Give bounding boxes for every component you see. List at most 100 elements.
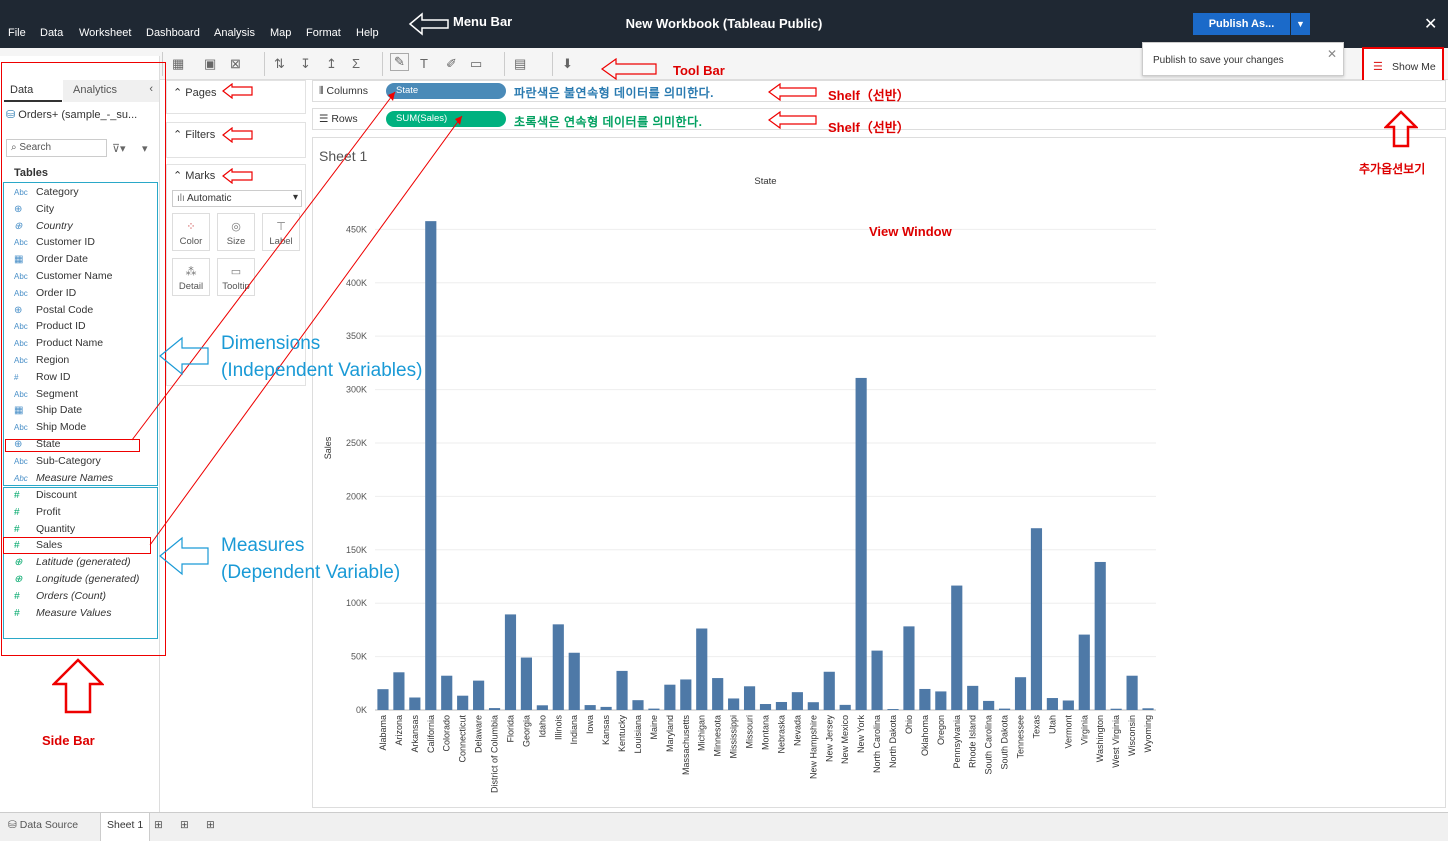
publish-dropdown-icon[interactable]: ▼: [1291, 13, 1310, 35]
annotation-arrow-icon: [222, 127, 253, 143]
field-customer-name[interactable]: Abc Customer Name: [14, 270, 112, 282]
bar-georgia: [520, 657, 532, 710]
filters-label: ⌃ Filters: [173, 129, 216, 141]
field-quantity[interactable]: # Quantity: [14, 523, 75, 535]
text-label-icon[interactable]: T: [420, 56, 428, 71]
field-orders-count[interactable]: # Orders (Count): [14, 590, 106, 602]
new-story-icon[interactable]: ⊞: [206, 819, 215, 831]
clear-sheet-icon[interactable]: ⊠: [230, 56, 241, 71]
annotation-tool-bar: Tool Bar: [673, 63, 725, 78]
menu-data[interactable]: Data: [40, 27, 64, 39]
sort-descending-icon[interactable]: ↥: [326, 56, 337, 71]
totals-icon[interactable]: Σ: [352, 56, 361, 71]
field-ship-date[interactable]: ▦ Ship Date: [14, 404, 82, 416]
menu-map[interactable]: Map: [270, 27, 292, 39]
field-measure-names[interactable]: Abc Measure Names: [14, 472, 113, 484]
show-cards-icon[interactable]: ▤: [514, 56, 527, 71]
x-tick-label: Idaho: [537, 715, 547, 738]
field-row-id[interactable]: # Row ID: [14, 371, 70, 383]
detail-button[interactable]: ⁂ Detail: [172, 258, 210, 296]
duplicate-sheet-icon[interactable]: ▣: [204, 56, 217, 71]
columns-shelf[interactable]: ⦀ Columns State: [312, 80, 1446, 102]
field-product-id[interactable]: Abc Product ID: [14, 320, 86, 332]
field-sub-category[interactable]: Abc Sub-Category: [14, 455, 101, 467]
menu-dashboard[interactable]: Dashboard: [146, 27, 200, 39]
search-icon: ⌕: [11, 142, 17, 153]
menu-file[interactable]: File: [8, 27, 26, 39]
menu-help[interactable]: Help: [356, 27, 379, 39]
label-button[interactable]: ⊤ Label: [262, 213, 300, 251]
size-button[interactable]: ◎ Size: [217, 213, 255, 251]
publish-as-button[interactable]: Publish As...: [1193, 13, 1290, 35]
field-order-id[interactable]: Abc Order ID: [14, 287, 76, 299]
size-icon: ◎: [231, 221, 241, 233]
field-label: Postal Code: [36, 303, 94, 316]
annotation-arrow-icon: [768, 111, 817, 129]
close-icon[interactable]: ✕: [1424, 16, 1438, 33]
bar-oregon: [935, 691, 947, 710]
state-pill[interactable]: State: [386, 83, 506, 99]
new-worksheet-icon[interactable]: ⊞: [154, 819, 163, 831]
text-icon: Abc: [14, 456, 28, 466]
field-label: Sales: [36, 539, 63, 552]
annotation-side-bar: Side Bar: [42, 733, 95, 748]
globe-icon: ⊕: [14, 304, 23, 316]
field-category[interactable]: Abc Category: [14, 186, 79, 198]
bar-montana: [759, 704, 772, 710]
field-discount[interactable]: # Discount: [14, 489, 77, 501]
tab-data[interactable]: Data: [4, 80, 62, 102]
field-ship-mode[interactable]: Abc Ship Mode: [14, 421, 86, 433]
collapse-icon[interactable]: ‹: [149, 83, 153, 95]
label-label: Label: [269, 236, 293, 247]
annotation-arrow-icon: [768, 83, 817, 101]
bar-indiana: [568, 652, 580, 710]
search-input[interactable]: ⌕ Search: [6, 139, 107, 157]
mark-type-select[interactable]: ılı Automatic ▾: [172, 190, 302, 207]
menu-worksheet[interactable]: Worksheet: [79, 27, 132, 39]
bar-minnesota: [712, 678, 724, 710]
presentation-icon[interactable]: ⬇: [562, 56, 573, 71]
data-source-tab[interactable]: ⛁ Data Source: [8, 819, 79, 831]
field-measure-values[interactable]: # Measure Values: [14, 607, 111, 619]
field-country[interactable]: ⊕ Country: [14, 220, 73, 232]
measures-box: [3, 487, 158, 639]
bar-virginia: [1078, 634, 1090, 710]
tooltip-button[interactable]: ▭ Tooltip: [217, 258, 255, 296]
color-button[interactable]: ⁘ Color: [172, 213, 210, 251]
bar-district-of-columbia: [488, 708, 501, 710]
sort-ascending-icon[interactable]: ↧: [300, 56, 311, 71]
new-worksheet-icon[interactable]: ▦: [172, 56, 185, 71]
calendar-icon: ▦: [14, 405, 24, 417]
field-state[interactable]: ⊕ State: [14, 438, 61, 450]
swap-icon[interactable]: ⇅: [274, 56, 285, 71]
bar-mississippi: [728, 698, 740, 710]
field-city[interactable]: ⊕ City: [14, 203, 54, 215]
new-dashboard-icon[interactable]: ⊞: [180, 819, 189, 831]
close-icon[interactable]: ✕: [1326, 47, 1337, 61]
highlight-icon[interactable]: ✎: [390, 53, 409, 71]
sales-pill[interactable]: SUM(Sales): [386, 111, 506, 127]
datasource-name[interactable]: ⛁ Orders+ (sample_-_su...: [6, 108, 137, 121]
field-sales[interactable]: # Sales: [14, 539, 62, 551]
x-tick-label: Tennessee: [1016, 715, 1026, 759]
y-tick-label: 450K: [346, 224, 367, 234]
menu-format[interactable]: Format: [306, 27, 341, 39]
filters-title: Filters: [185, 129, 216, 141]
field-longitude-generated[interactable]: ⊕ Longitude (generated): [14, 573, 139, 585]
menu-analysis[interactable]: Analysis: [214, 27, 255, 39]
y-tick-label: 250K: [346, 438, 367, 448]
field-region[interactable]: Abc Region: [14, 354, 69, 366]
bar-colorado: [441, 675, 453, 710]
field-order-date[interactable]: ▦ Order Date: [14, 253, 88, 265]
field-latitude-generated[interactable]: ⊕ Latitude (generated): [14, 556, 131, 568]
filter-icon[interactable]: ⊽▾: [112, 143, 126, 155]
field-customer-id[interactable]: Abc Customer ID: [14, 236, 95, 248]
annotate-icon[interactable]: ✐: [446, 56, 457, 71]
sheet-1-tab[interactable]: Sheet 1: [100, 813, 151, 841]
toolbar-divider: [552, 52, 553, 76]
field-profit[interactable]: # Profit: [14, 506, 61, 518]
field-product-name[interactable]: Abc Product Name: [14, 337, 103, 349]
field-postal-code[interactable]: ⊕ Postal Code: [14, 304, 93, 316]
fit-icon[interactable]: ▭: [470, 56, 483, 71]
field-segment[interactable]: Abc Segment: [14, 388, 78, 400]
